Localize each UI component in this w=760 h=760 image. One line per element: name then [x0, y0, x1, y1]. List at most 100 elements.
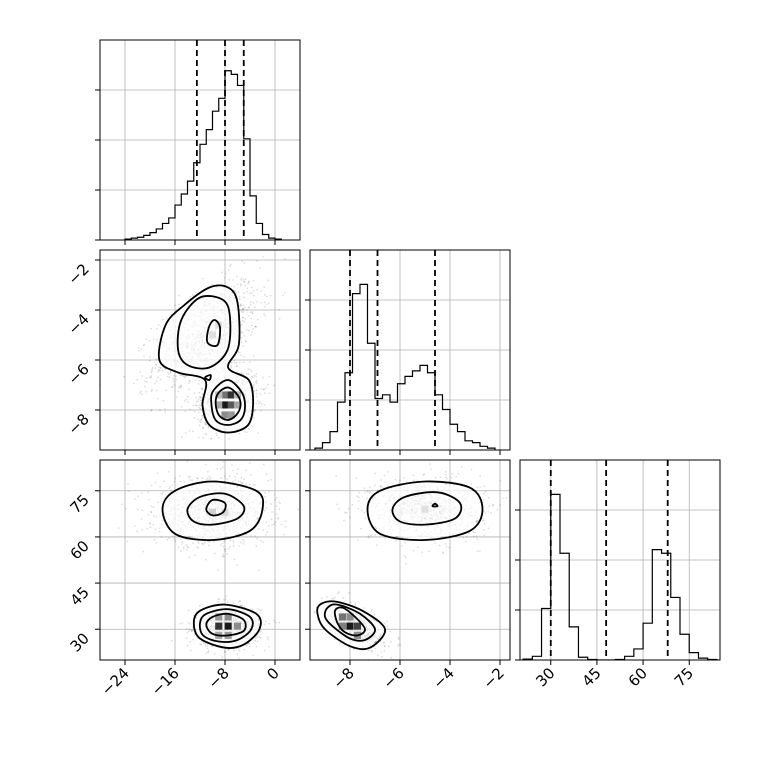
- scatter-point: [188, 429, 191, 432]
- scatter-point: [239, 284, 242, 287]
- scatter-point: [255, 389, 257, 392]
- scatter-point: [251, 375, 254, 378]
- scatter-point: [175, 375, 178, 377]
- scatter-point: [263, 509, 266, 512]
- scatter-point: [170, 489, 172, 491]
- scatter-point: [148, 359, 151, 362]
- scatter-point: [204, 422, 207, 425]
- scatter-point: [166, 375, 169, 378]
- scatter-point: [139, 392, 142, 394]
- scatter-point: [235, 275, 238, 278]
- scatter-point: [207, 650, 210, 653]
- scatter-point: [250, 370, 253, 372]
- scatter-point: [159, 409, 161, 412]
- scatter-point: [200, 414, 203, 417]
- scatter-point: [172, 374, 175, 377]
- scatter-point: [252, 385, 255, 387]
- scatter-point: [263, 623, 266, 626]
- scatter-point: [236, 468, 239, 471]
- scatter-point: [203, 541, 206, 544]
- scatter-point: [198, 424, 201, 427]
- scatter-point: [158, 531, 161, 533]
- scatter-point: [248, 645, 251, 648]
- scatter-point: [276, 517, 279, 520]
- scatter-point: [193, 392, 196, 395]
- scatter-point: [200, 387, 203, 389]
- scatter-point: [263, 301, 266, 304]
- scatter-point: [487, 510, 490, 513]
- scatter-point: [264, 620, 267, 623]
- scatter-point: [245, 373, 248, 375]
- scatter-point: [428, 550, 430, 552]
- scatter-point: [178, 303, 181, 306]
- scatter-point: [189, 479, 191, 481]
- scatter-point: [195, 546, 198, 548]
- scatter-point: [247, 315, 250, 317]
- scatter-point: [141, 528, 144, 531]
- scatter-point: [248, 462, 251, 464]
- scatter-point: [154, 367, 157, 370]
- scatter-point: [269, 294, 272, 297]
- scatter-point: [260, 409, 262, 412]
- scatter-point: [184, 410, 187, 413]
- scatter-point: [223, 540, 225, 543]
- scatter-point: [137, 495, 139, 498]
- y-tick-label: 30: [67, 629, 93, 655]
- scatter-panel-0-1: −8−6−4−2: [64, 249, 301, 455]
- scatter-point: [154, 528, 156, 531]
- scatter-panel-1-2: −8 −6 −4 −2: [305, 459, 511, 692]
- scatter-point: [183, 400, 186, 402]
- scatter-point: [228, 437, 231, 440]
- scatter-point: [150, 510, 152, 513]
- scatter-point: [233, 361, 236, 364]
- scatter-point: [179, 550, 182, 552]
- scatter-point: [157, 501, 160, 504]
- scatter-point: [222, 555, 225, 558]
- scatter-point: [259, 266, 261, 269]
- scatter-point: [242, 538, 245, 541]
- scatter-point: [234, 289, 236, 292]
- scatter-point: [257, 617, 260, 620]
- scatter-point: [355, 477, 358, 479]
- scatter-point: [167, 372, 170, 375]
- scatter-point: [155, 363, 158, 366]
- scatter-point: [283, 533, 285, 536]
- scatter-point: [207, 470, 209, 473]
- scatter-point: [242, 292, 245, 295]
- scatter-point: [259, 393, 262, 395]
- y-tick-label: 60: [67, 537, 93, 563]
- scatter-point: [148, 339, 151, 342]
- scatter-point: [162, 399, 165, 402]
- scatter-point: [412, 549, 415, 552]
- scatter-point: [182, 547, 185, 550]
- scatter-point: [481, 520, 484, 522]
- scatter-point: [140, 518, 143, 520]
- scatter-point: [198, 404, 201, 406]
- scatter-point: [254, 637, 257, 640]
- scatter-point: [156, 389, 158, 392]
- density-cell: [224, 622, 232, 630]
- scatter-point: [242, 278, 245, 281]
- scatter-point: [126, 540, 129, 543]
- density-cell: [221, 508, 229, 516]
- scatter-point: [216, 434, 218, 437]
- scatter-point: [145, 377, 148, 380]
- scatter-point: [273, 523, 275, 525]
- scatter-point: [194, 291, 197, 294]
- scatter-point: [207, 540, 210, 543]
- scatter-point: [476, 550, 479, 553]
- scatter-point: [268, 525, 270, 527]
- scatter-point: [226, 601, 229, 604]
- y-tick-label: −8: [64, 410, 92, 438]
- scatter-point: [233, 650, 236, 652]
- scatter-point: [274, 521, 277, 523]
- scatter-point: [178, 386, 181, 389]
- scatter-point: [194, 554, 196, 557]
- scatter-point: [478, 550, 481, 552]
- scatter-point: [185, 398, 188, 401]
- y-tick-label: −2: [64, 260, 92, 288]
- scatter-point: [267, 479, 270, 482]
- scatter-point: [183, 480, 186, 483]
- scatter-point: [240, 341, 243, 344]
